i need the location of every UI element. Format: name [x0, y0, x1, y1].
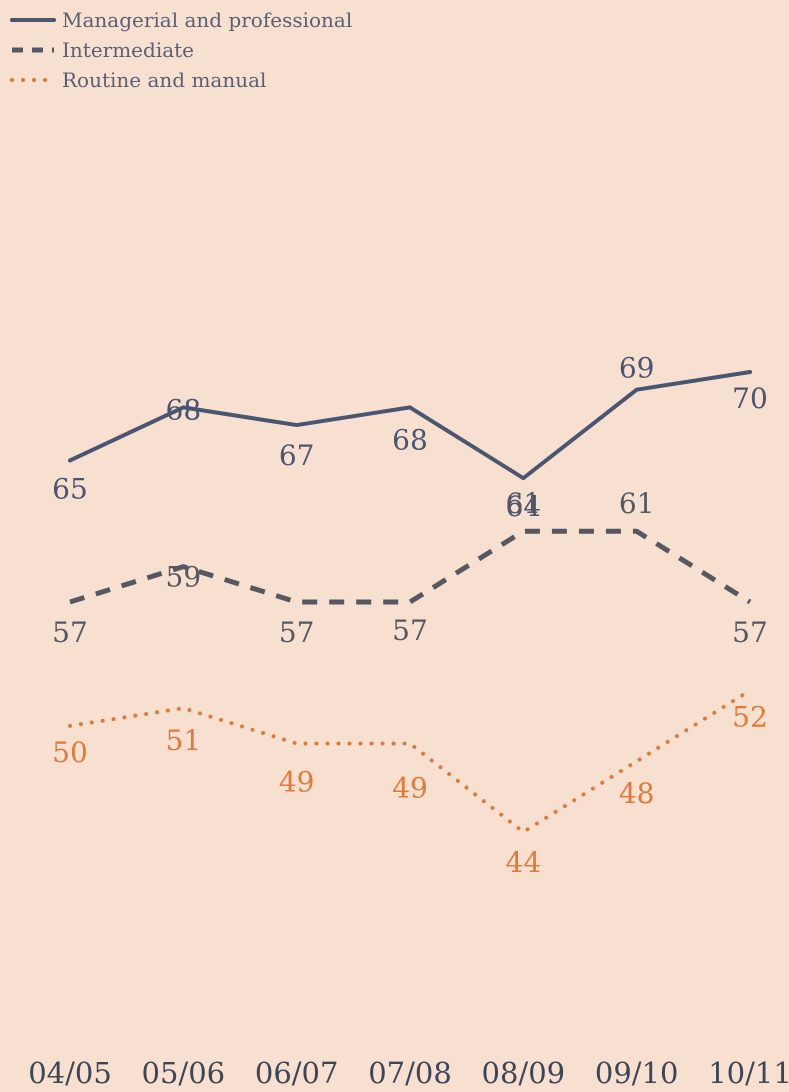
legend-label-managerial-and-professional: Managerial and professional	[62, 8, 352, 32]
data-label-managerial-and-professional: 65	[52, 472, 88, 505]
data-label-routine-and-manual: 51	[166, 724, 202, 757]
data-label-routine-and-manual: 49	[392, 772, 428, 805]
legend-label-routine-and-manual: Routine and manual	[62, 68, 266, 92]
series-layer	[68, 370, 752, 834]
data-label-intermediate: 57	[392, 614, 428, 647]
legend-label-intermediate: Intermediate	[62, 38, 194, 62]
data-label-routine-and-manual: 49	[279, 766, 315, 799]
x-tick-label: 09/10	[595, 1056, 679, 1090]
data-label-routine-and-manual: 44	[506, 846, 542, 879]
data-label-routine-and-manual: 48	[619, 777, 655, 810]
series-line-routine-and-manual	[68, 688, 752, 834]
x-tick-label: 10/11	[708, 1056, 789, 1090]
x-axis: 04/05 05/06 06/07 07/08 08/09 09/10 10/11	[28, 1056, 789, 1090]
x-tick-label: 07/08	[368, 1056, 452, 1090]
data-label-intermediate: 57	[52, 616, 88, 649]
x-tick-label: 06/07	[255, 1056, 339, 1090]
data-label-managerial-and-professional: 67	[279, 439, 315, 472]
data-label-routine-and-manual: 52	[732, 700, 768, 733]
data-label-managerial-and-professional: 70	[732, 382, 768, 415]
series-line-managerial-and-professional	[68, 370, 752, 481]
series-line-intermediate	[69, 528, 752, 605]
x-tick-label: 04/05	[28, 1056, 112, 1090]
data-label-intermediate: 57	[279, 616, 315, 649]
data-label-routine-and-manual: 50	[52, 736, 88, 769]
data-label-managerial-and-professional: 68	[166, 393, 202, 426]
data-label-managerial-and-professional: 68	[392, 423, 428, 456]
legend: Managerial and professional Intermediate R…	[10, 8, 352, 92]
data-label-intermediate: 59	[166, 561, 202, 594]
data-label-intermediate: 61	[619, 487, 655, 520]
data-label-managerial-and-professional: 69	[619, 352, 655, 385]
data-label-managerial-and-professional: 64	[506, 490, 542, 523]
x-tick-label: 05/06	[142, 1056, 226, 1090]
data-label-intermediate: 57	[732, 616, 768, 649]
data-labels: 65 68 67 68 64 69 70 57 59 57 57 61 61 57 50 51 49 49 44 48…	[52, 352, 768, 879]
data-label-intermediate: 61	[506, 487, 542, 520]
x-tick-label: 08/09	[482, 1056, 566, 1090]
